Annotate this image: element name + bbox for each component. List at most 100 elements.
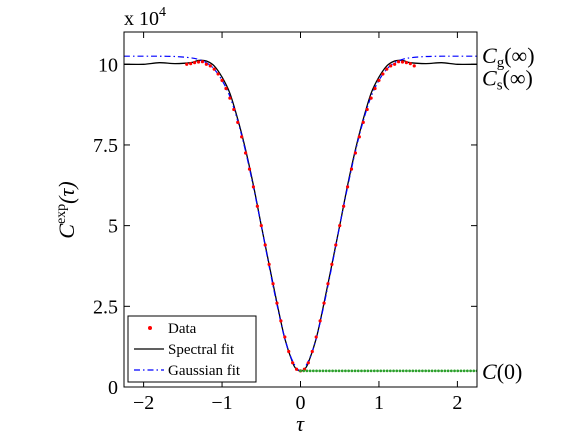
data-point	[373, 86, 377, 91]
data-point	[385, 67, 389, 71]
data-point	[243, 151, 248, 155]
baseline-point	[472, 369, 476, 373]
data-point	[400, 60, 405, 64]
y-axis-label: Cexp(τ)	[54, 181, 79, 238]
data-point	[334, 243, 338, 247]
plot-series	[124, 55, 477, 373]
baseline-point	[299, 369, 302, 373]
baseline-point	[421, 369, 424, 373]
baseline-point	[405, 369, 408, 373]
baseline-point	[327, 369, 331, 373]
data-point	[228, 96, 232, 100]
data-point	[271, 282, 275, 286]
data-point	[185, 62, 189, 66]
data-point	[330, 262, 334, 266]
data-point	[267, 262, 271, 266]
legend-spectral-label: Spectral fit	[168, 342, 235, 358]
data-point	[326, 282, 330, 286]
y-tick-label: 0	[108, 377, 118, 399]
baseline-point	[347, 369, 351, 373]
baseline-point	[353, 369, 357, 373]
data-point	[208, 64, 212, 68]
y-label-main: C	[54, 224, 79, 239]
data-point	[353, 151, 358, 155]
data-point	[251, 185, 256, 189]
baseline-point	[382, 369, 386, 373]
legend-gaussian-label: Gaussian fit	[168, 363, 241, 379]
svg-text:Cexp(τ): Cexp(τ)	[54, 181, 79, 238]
baseline-point	[308, 369, 312, 373]
data-point	[204, 62, 208, 66]
baseline-point	[437, 369, 440, 373]
baseline-point	[392, 369, 395, 373]
baseline-point	[401, 369, 405, 373]
annotations: Cg(∞)Cs(∞) C(0)	[482, 43, 535, 384]
y-tick-label: 7.5	[93, 135, 118, 157]
data-point	[342, 204, 346, 208]
data-point	[275, 301, 279, 305]
data-point	[232, 107, 236, 112]
data-point	[396, 60, 401, 64]
baseline-point	[340, 369, 344, 373]
right-annotation: C(0)	[482, 359, 522, 384]
x-tick-label: −2	[133, 392, 154, 414]
y-tick-label: 5	[108, 216, 118, 238]
data-point	[310, 349, 314, 354]
data-point	[393, 62, 397, 66]
baseline-point	[302, 369, 306, 373]
x-axis-label: τ	[296, 411, 305, 436]
baseline-point	[440, 369, 444, 373]
data-point	[193, 61, 197, 65]
baseline-point	[331, 369, 334, 373]
baseline-point	[360, 369, 363, 373]
baseline-point	[424, 369, 428, 373]
y-tick-label: 10	[98, 54, 118, 76]
baseline-point	[427, 369, 431, 373]
baseline-point	[334, 369, 338, 373]
baseline-point	[318, 369, 322, 373]
data-point	[306, 361, 310, 365]
baseline-point	[350, 369, 354, 373]
data-point	[220, 78, 224, 83]
baseline-point	[430, 369, 434, 373]
baseline-point	[408, 369, 412, 373]
data-point	[369, 96, 373, 100]
data-point	[381, 72, 385, 76]
baseline-point	[311, 369, 315, 373]
baseline-point	[376, 369, 379, 373]
data-point	[377, 78, 381, 83]
data-point	[365, 107, 369, 112]
data-point	[412, 64, 416, 68]
exponent-label: x 104	[124, 5, 166, 30]
y-label-arg: (τ)	[54, 181, 79, 204]
data-point	[189, 62, 193, 66]
data-point	[279, 319, 283, 323]
baseline-point	[344, 369, 347, 373]
legend-data-marker	[148, 326, 152, 330]
data-point	[294, 367, 299, 371]
data-point	[263, 243, 267, 247]
data-point	[322, 301, 326, 305]
baseline-point	[337, 369, 341, 373]
data-point	[338, 224, 342, 228]
baseline-point	[465, 369, 469, 373]
baseline-point	[433, 369, 437, 373]
baseline-point	[414, 369, 418, 373]
y-tick-label: 2.5	[93, 296, 118, 318]
baseline-point	[388, 369, 392, 373]
baseline-point	[459, 369, 463, 373]
data-point	[408, 62, 412, 66]
baseline-point	[385, 369, 389, 373]
data-point	[224, 86, 228, 91]
baseline-point	[446, 369, 450, 373]
data-point	[259, 224, 263, 228]
baseline-point	[379, 369, 383, 373]
baseline-point	[305, 369, 309, 373]
x-tick-label: 0	[296, 392, 306, 414]
baseline-point	[324, 369, 328, 373]
data-point	[345, 185, 350, 189]
baseline-point	[417, 369, 421, 373]
data-point	[255, 204, 259, 208]
baseline-point	[469, 369, 472, 373]
